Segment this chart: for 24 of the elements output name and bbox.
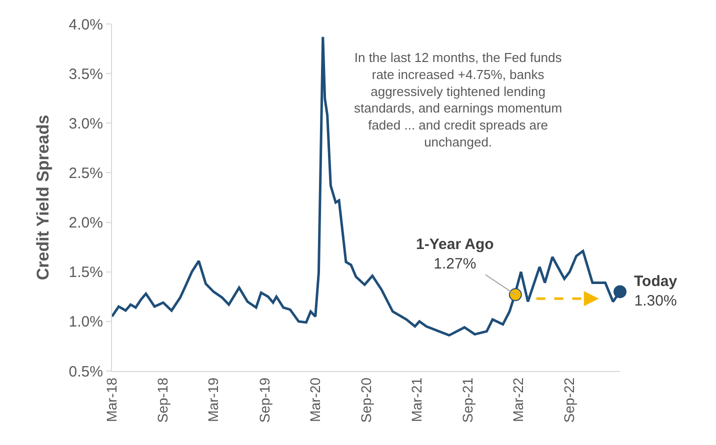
y-axis-title: Credit Yield Spreads xyxy=(33,114,52,280)
y-tick-label: 4.0% xyxy=(68,16,103,34)
x-tick-label: Mar-22 xyxy=(510,377,526,422)
y-tick-label: 3.5% xyxy=(68,66,103,83)
x-tick-label: Mar-18 xyxy=(104,377,120,422)
y-tick-label: 0.5% xyxy=(68,363,103,380)
data-label: 1.27% xyxy=(434,256,476,272)
x-tick-label: Mar-21 xyxy=(408,377,424,422)
x-tick-label: Sep-18 xyxy=(154,377,171,423)
data-label: 1.30% xyxy=(634,292,677,310)
x-tick-label: Sep-21 xyxy=(460,377,476,423)
text: 1-Year Ago xyxy=(416,236,494,253)
y-tick-label: 2.5% xyxy=(68,164,103,182)
y-tick-label: 1.0% xyxy=(68,314,103,331)
y-tick-label: 3.0% xyxy=(68,115,103,132)
y-tick-label: 1.5% xyxy=(68,264,103,282)
x-tick-label: Mar-20 xyxy=(306,377,323,422)
series-label: Today xyxy=(634,273,678,290)
annotation: In the last 12 months, the Fed funds rate increased +4.75%, banks aggressively tightened lending standards, and earnings momentum faded ... and credit spreads are unchanged. xyxy=(354,50,562,150)
x-tick-label: Mar-19 xyxy=(205,377,222,422)
x-tick-label: Sep-20 xyxy=(358,377,374,423)
y-tick-label: 2.0% xyxy=(68,214,103,232)
x-tick-label: Sep-22 xyxy=(561,377,578,423)
x-tick-label: Sep-19 xyxy=(256,377,272,423)
